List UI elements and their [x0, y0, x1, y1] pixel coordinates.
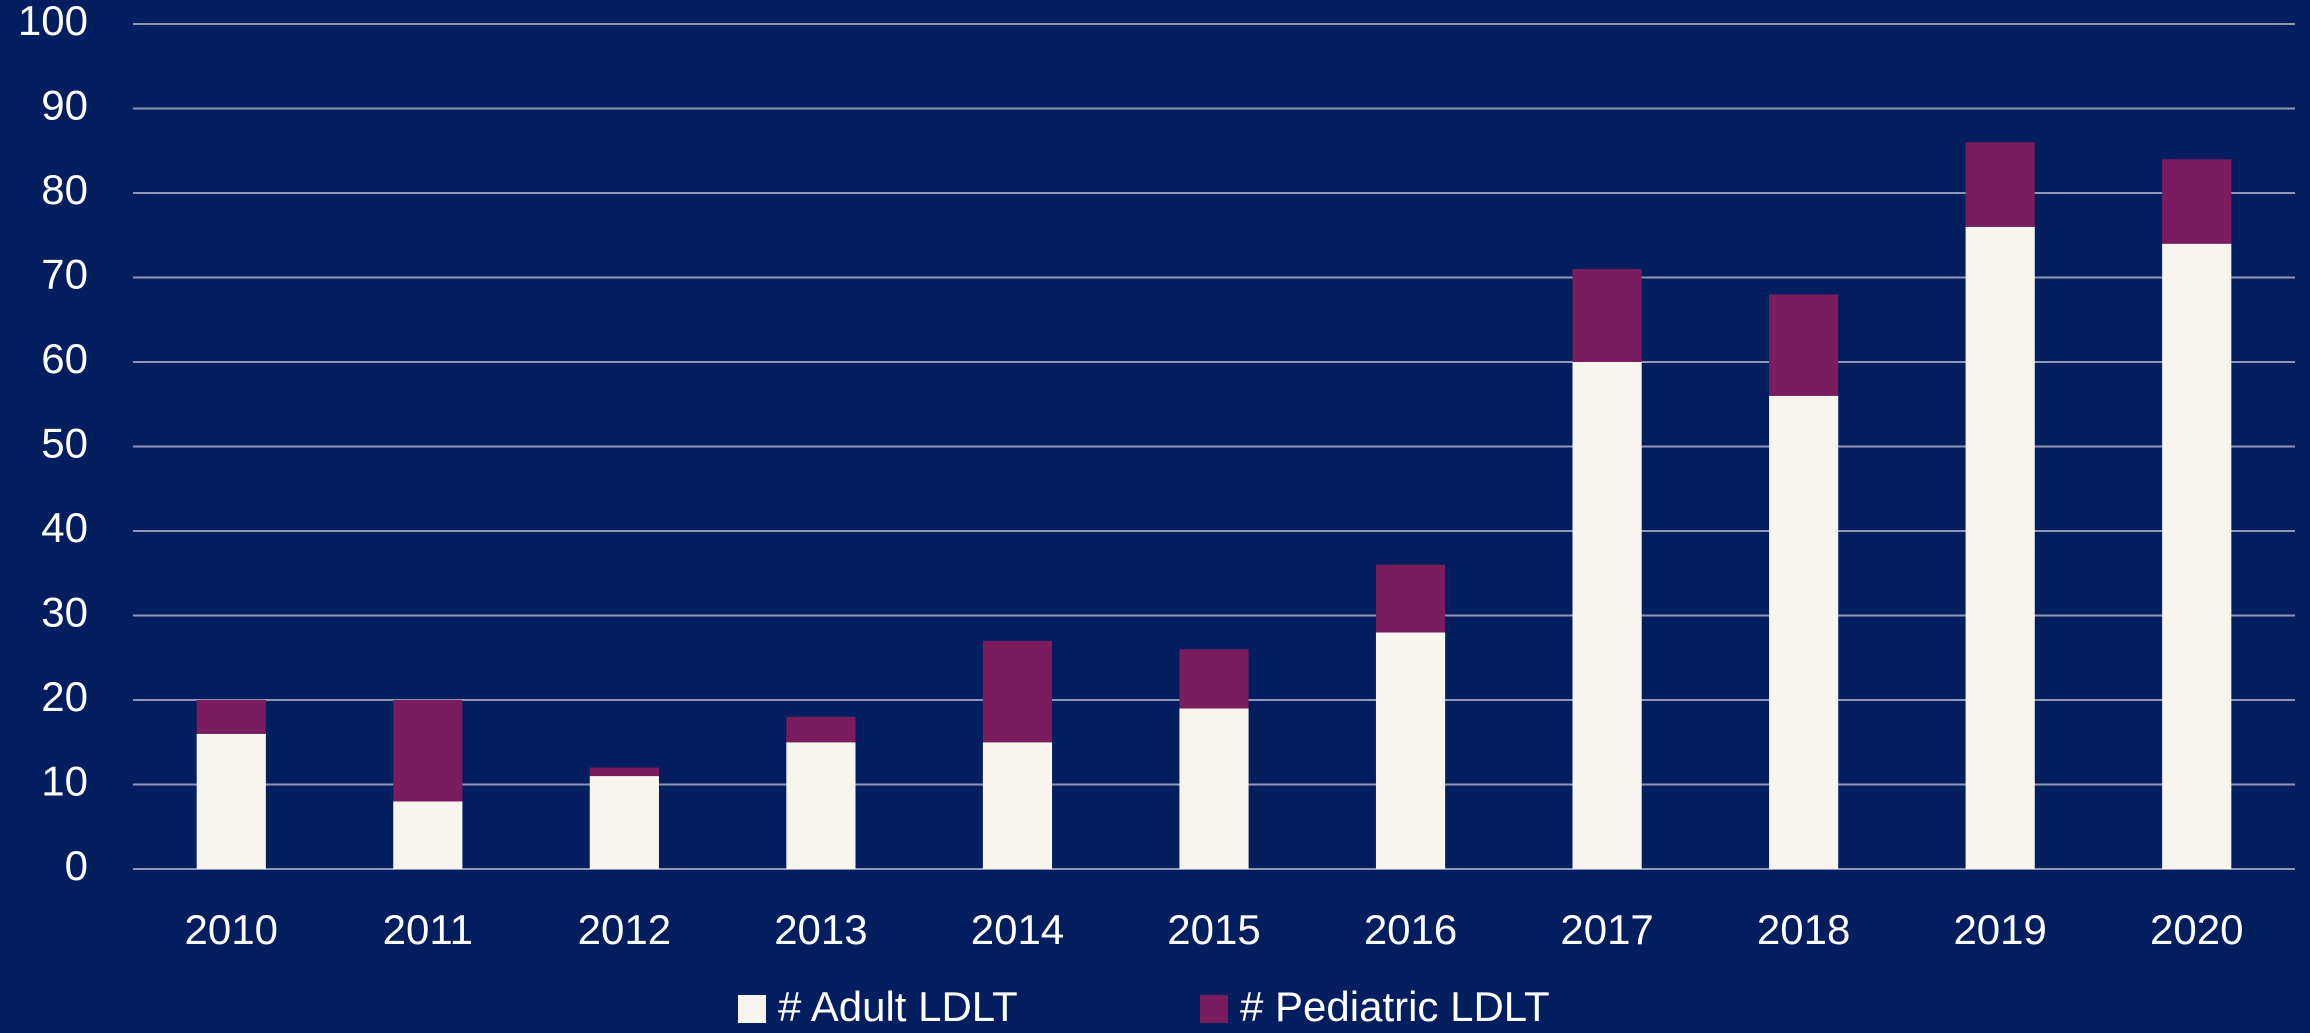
x-tick-label: 2018 [1757, 906, 1850, 953]
x-tick-label: 2016 [1364, 906, 1457, 953]
y-tick-label: 70 [41, 251, 88, 298]
bar-segment [786, 742, 856, 869]
x-tick-label: 2013 [774, 906, 867, 953]
bar-segment [1965, 142, 2035, 227]
bar-segment [786, 716, 856, 743]
legend-label: # Adult LDLT [778, 983, 1018, 1030]
bar-segment [196, 700, 266, 734]
bar-segment [393, 801, 463, 869]
bar-segment [2162, 159, 2232, 244]
x-tick-label: 2015 [1167, 906, 1260, 953]
bar-segment [1769, 294, 1839, 396]
bar-segment [1572, 269, 1642, 362]
x-tick-label: 2011 [383, 906, 473, 953]
legend-label: # Pediatric LDLT [1240, 983, 1550, 1030]
bar-segment [2162, 243, 2232, 869]
bar-segment [1375, 564, 1446, 633]
y-tick-label: 10 [41, 758, 88, 805]
bar-segment [1375, 632, 1446, 869]
legend-swatch [738, 995, 766, 1023]
y-tick-label: 80 [41, 166, 88, 213]
bar-segment [982, 640, 1053, 743]
y-tick-label: 60 [41, 335, 88, 382]
bar-segment [1769, 395, 1839, 869]
y-tick-label: 50 [41, 420, 88, 467]
x-tick-label: 2014 [971, 906, 1064, 953]
x-tick-label: 2012 [578, 906, 671, 953]
bar-segment [1179, 708, 1249, 869]
bar-segment [1572, 362, 1642, 869]
legend-swatch [1200, 995, 1228, 1023]
bar-segment [196, 733, 266, 869]
y-tick-label: 90 [41, 82, 88, 129]
bar-segment [982, 742, 1053, 869]
x-tick-label: 2019 [1953, 906, 2046, 953]
x-tick-label: 2017 [1560, 906, 1653, 953]
y-tick-label: 30 [41, 589, 88, 636]
bar-segment [393, 700, 463, 802]
bar-segment [1965, 226, 2035, 870]
y-tick-label: 40 [41, 504, 88, 551]
bar-segment [589, 767, 659, 777]
bar-segment [1179, 649, 1249, 709]
y-tick-label: 100 [18, 0, 88, 44]
y-tick-label: 0 [65, 842, 88, 889]
y-tick-label: 20 [41, 673, 88, 720]
x-tick-label: 2010 [185, 906, 278, 953]
x-tick-label: 2020 [2150, 906, 2243, 953]
bar-segment [589, 776, 659, 869]
